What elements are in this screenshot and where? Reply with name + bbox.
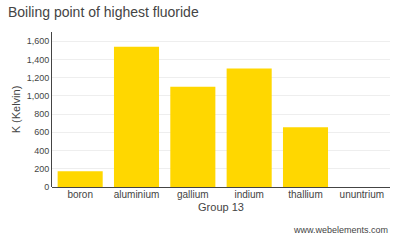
svg-text:800: 800	[34, 109, 49, 119]
svg-text:thallium: thallium	[288, 189, 322, 200]
svg-text:0: 0	[44, 182, 49, 192]
svg-text:www.webelements.com: www.webelements.com	[293, 225, 388, 235]
svg-text:K (Kelvin): K (Kelvin)	[10, 86, 22, 134]
svg-text:boron: boron	[67, 189, 93, 200]
svg-text:600: 600	[34, 127, 49, 137]
svg-text:aluminium: aluminium	[114, 189, 160, 200]
svg-text:1,600: 1,600	[27, 36, 50, 46]
svg-text:200: 200	[34, 164, 49, 174]
svg-text:ununtrium: ununtrium	[340, 189, 384, 200]
svg-text:Group 13: Group 13	[198, 201, 244, 213]
svg-text:indium: indium	[234, 189, 263, 200]
svg-text:gallium: gallium	[177, 189, 209, 200]
svg-text:1,000: 1,000	[27, 91, 50, 101]
svg-text:Boiling point of highest fluor: Boiling point of highest fluoride	[8, 4, 199, 20]
svg-text:1,400: 1,400	[27, 55, 50, 65]
svg-text:400: 400	[34, 146, 49, 156]
svg-text:1,200: 1,200	[27, 73, 50, 83]
